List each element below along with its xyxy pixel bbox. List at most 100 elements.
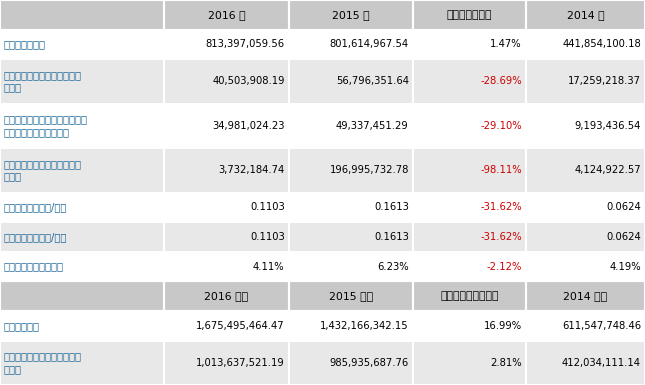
Bar	[0, 281, 164, 311]
Bar	[0, 192, 164, 222]
Bar	[288, 341, 413, 385]
Bar	[288, 30, 413, 59]
Bar	[413, 59, 526, 104]
Text: 2016 年末: 2016 年末	[204, 291, 248, 301]
Text: 801,614,967.54: 801,614,967.54	[330, 39, 409, 49]
Text: -31.62%: -31.62%	[480, 202, 522, 212]
Text: 0.1103: 0.1103	[250, 232, 284, 242]
Bar	[0, 104, 164, 148]
Text: 0.0624: 0.0624	[606, 202, 641, 212]
Bar	[164, 341, 288, 385]
Text: 1,432,166,342.15: 1,432,166,342.15	[320, 321, 409, 331]
Bar	[288, 311, 413, 341]
Text: 归属于上市公司股东的扣除非经
常性损益的净利润（元）: 归属于上市公司股东的扣除非经 常性损益的净利润（元）	[4, 115, 88, 137]
Text: 4.11%: 4.11%	[253, 261, 284, 271]
Bar	[413, 148, 526, 192]
Text: 0.0624: 0.0624	[606, 232, 641, 242]
Text: 2015 年末: 2015 年末	[329, 291, 373, 301]
Bar	[526, 222, 645, 252]
Bar	[526, 252, 645, 281]
Text: -29.10%: -29.10%	[480, 121, 522, 131]
Bar	[288, 281, 413, 311]
Bar	[526, 30, 645, 59]
Text: 归属于上市公司股东的净资产
（元）: 归属于上市公司股东的净资产 （元）	[4, 352, 82, 374]
Text: 2016 年: 2016 年	[208, 10, 245, 20]
Text: 2015 年: 2015 年	[332, 10, 370, 20]
Text: -2.12%: -2.12%	[486, 261, 522, 271]
Text: 1,675,495,464.47: 1,675,495,464.47	[196, 321, 284, 331]
Text: 611,547,748.46: 611,547,748.46	[562, 321, 641, 331]
Bar	[288, 104, 413, 148]
Bar	[413, 0, 526, 30]
Text: 0.1613: 0.1613	[374, 202, 409, 212]
Text: 56,796,351.64: 56,796,351.64	[336, 77, 409, 87]
Bar	[164, 222, 288, 252]
Text: 17,259,218.37: 17,259,218.37	[568, 77, 641, 87]
Text: 4.19%: 4.19%	[610, 261, 641, 271]
Bar	[413, 311, 526, 341]
Text: 加权平均净资产收益率: 加权平均净资产收益率	[4, 261, 64, 271]
Text: 总资产（元）: 总资产（元）	[4, 321, 40, 331]
Text: 9,193,436.54: 9,193,436.54	[575, 121, 641, 131]
Text: 34,981,024.23: 34,981,024.23	[212, 121, 284, 131]
Bar	[288, 252, 413, 281]
Text: 6.23%: 6.23%	[377, 261, 409, 271]
Bar	[526, 192, 645, 222]
Bar	[164, 104, 288, 148]
Text: 196,995,732.78: 196,995,732.78	[330, 165, 409, 175]
Text: 经营活动产生的现金流量净额
（元）: 经营活动产生的现金流量净额 （元）	[4, 159, 82, 181]
Text: 1.47%: 1.47%	[490, 39, 522, 49]
Bar	[0, 252, 164, 281]
Text: 412,034,111.14: 412,034,111.14	[562, 358, 641, 368]
Bar	[526, 104, 645, 148]
Bar	[413, 222, 526, 252]
Bar	[164, 0, 288, 30]
Bar	[413, 192, 526, 222]
Bar	[413, 104, 526, 148]
Bar	[413, 341, 526, 385]
Bar	[288, 222, 413, 252]
Bar	[288, 192, 413, 222]
Bar	[164, 59, 288, 104]
Bar	[164, 252, 288, 281]
Text: 营业收入（元）: 营业收入（元）	[4, 39, 46, 49]
Bar	[164, 281, 288, 311]
Text: 2.81%: 2.81%	[490, 358, 522, 368]
Text: 稀释每股收益（元/股）: 稀释每股收益（元/股）	[4, 232, 67, 242]
Bar	[413, 30, 526, 59]
Bar	[0, 222, 164, 252]
Bar	[0, 59, 164, 104]
Text: 1,013,637,521.19: 1,013,637,521.19	[196, 358, 284, 368]
Text: -28.69%: -28.69%	[480, 77, 522, 87]
Text: -31.62%: -31.62%	[480, 232, 522, 242]
Bar	[288, 0, 413, 30]
Bar	[164, 192, 288, 222]
Bar	[0, 341, 164, 385]
Text: 归属于上市公司股东的净利润
（元）: 归属于上市公司股东的净利润 （元）	[4, 70, 82, 93]
Text: 本年比上年增减: 本年比上年增减	[446, 10, 492, 20]
Text: 基本每股收益（元/股）: 基本每股收益（元/股）	[4, 202, 67, 212]
Bar	[526, 0, 645, 30]
Bar	[526, 148, 645, 192]
Bar	[526, 341, 645, 385]
Text: 0.1613: 0.1613	[374, 232, 409, 242]
Bar	[413, 281, 526, 311]
Text: 441,854,100.18: 441,854,100.18	[562, 39, 641, 49]
Bar	[526, 281, 645, 311]
Text: 0.1103: 0.1103	[250, 202, 284, 212]
Bar	[0, 0, 164, 30]
Text: 49,337,451.29: 49,337,451.29	[336, 121, 409, 131]
Bar	[0, 311, 164, 341]
Bar	[288, 59, 413, 104]
Bar	[526, 311, 645, 341]
Text: 2014 年末: 2014 年末	[563, 291, 608, 301]
Text: 2014 年: 2014 年	[566, 10, 604, 20]
Bar	[526, 59, 645, 104]
Text: 本年末比上年末增减: 本年末比上年末增减	[440, 291, 499, 301]
Bar	[288, 148, 413, 192]
Text: 40,503,908.19: 40,503,908.19	[212, 77, 284, 87]
Text: -98.11%: -98.11%	[480, 165, 522, 175]
Bar	[0, 148, 164, 192]
Text: 985,935,687.76: 985,935,687.76	[330, 358, 409, 368]
Text: 813,397,059.56: 813,397,059.56	[206, 39, 284, 49]
